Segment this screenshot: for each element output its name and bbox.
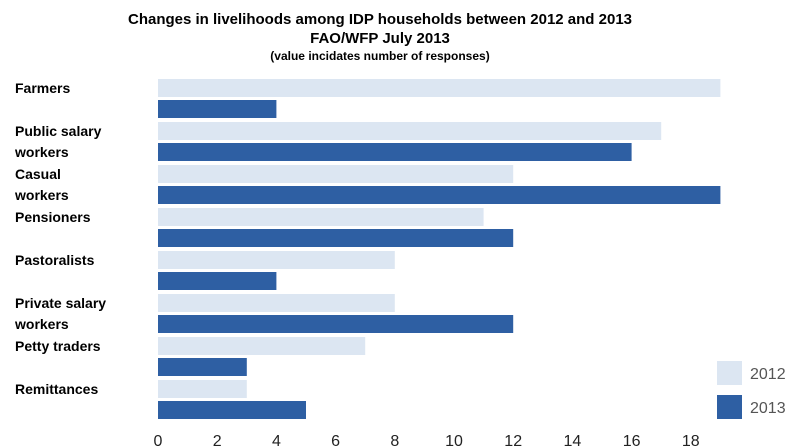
bar-2013-3 (158, 229, 514, 247)
x-tick-label: 6 (331, 433, 340, 447)
title-line-1: Changes in livelihoods among IDP househo… (127, 11, 633, 28)
category-label: Petty traders (15, 338, 101, 354)
legend-label-2012: 2012 (750, 366, 786, 383)
category-label: Public salary workers (14, 123, 102, 160)
bars (158, 79, 721, 419)
bar-2012-5 (158, 294, 395, 312)
x-tick-label: 14 (564, 433, 582, 447)
bar-2013-4 (158, 272, 277, 290)
legend-label-2013: 2013 (750, 400, 786, 417)
title-line-3: (value incidates number of responses) (270, 49, 490, 63)
bar-2012-0 (158, 79, 721, 97)
bar-2012-2 (158, 165, 514, 183)
category-label: Remittances (15, 381, 98, 397)
x-tick-label: 16 (623, 433, 641, 447)
bar-2013-6 (158, 358, 247, 376)
bar-2013-2 (158, 186, 721, 204)
bar-2013-7 (158, 401, 306, 419)
legend: 2012 2013 (717, 361, 786, 419)
x-tick-label: 12 (504, 433, 522, 447)
bar-2013-0 (158, 100, 277, 118)
bar-2013-5 (158, 315, 514, 333)
bar-2012-4 (158, 251, 395, 269)
legend-swatch-2012 (717, 361, 742, 385)
category-label: Farmers (15, 80, 70, 96)
x-tick-label: 2 (213, 433, 222, 447)
x-tick-label: 8 (390, 433, 399, 447)
legend-swatch-2013 (717, 395, 742, 419)
bar-2013-1 (158, 143, 632, 161)
category-label: Casual workers (14, 166, 69, 203)
category-label: Pensioners (15, 209, 91, 225)
chart-title: Changes in livelihoods among IDP househo… (0, 10, 760, 64)
bar-2012-3 (158, 208, 484, 226)
bar-2012-6 (158, 337, 366, 355)
x-tick-label: 18 (682, 433, 700, 447)
x-tick-label: 4 (272, 433, 281, 447)
x-tick-label: 0 (154, 433, 163, 447)
x-tick-label: 10 (445, 433, 463, 447)
category-labels: Farmers Public salary workers Casual workers… (14, 80, 106, 397)
x-axis-ticks: 0 2 4 6 8 10 12 14 16 18 (154, 433, 700, 447)
category-label: Pastoralists (15, 252, 95, 268)
bar-2012-7 (158, 380, 247, 398)
category-label: Private salary workers (14, 295, 106, 332)
title-line-2: FAO/WFP July 2013 (310, 30, 450, 47)
bar-2012-1 (158, 122, 662, 140)
